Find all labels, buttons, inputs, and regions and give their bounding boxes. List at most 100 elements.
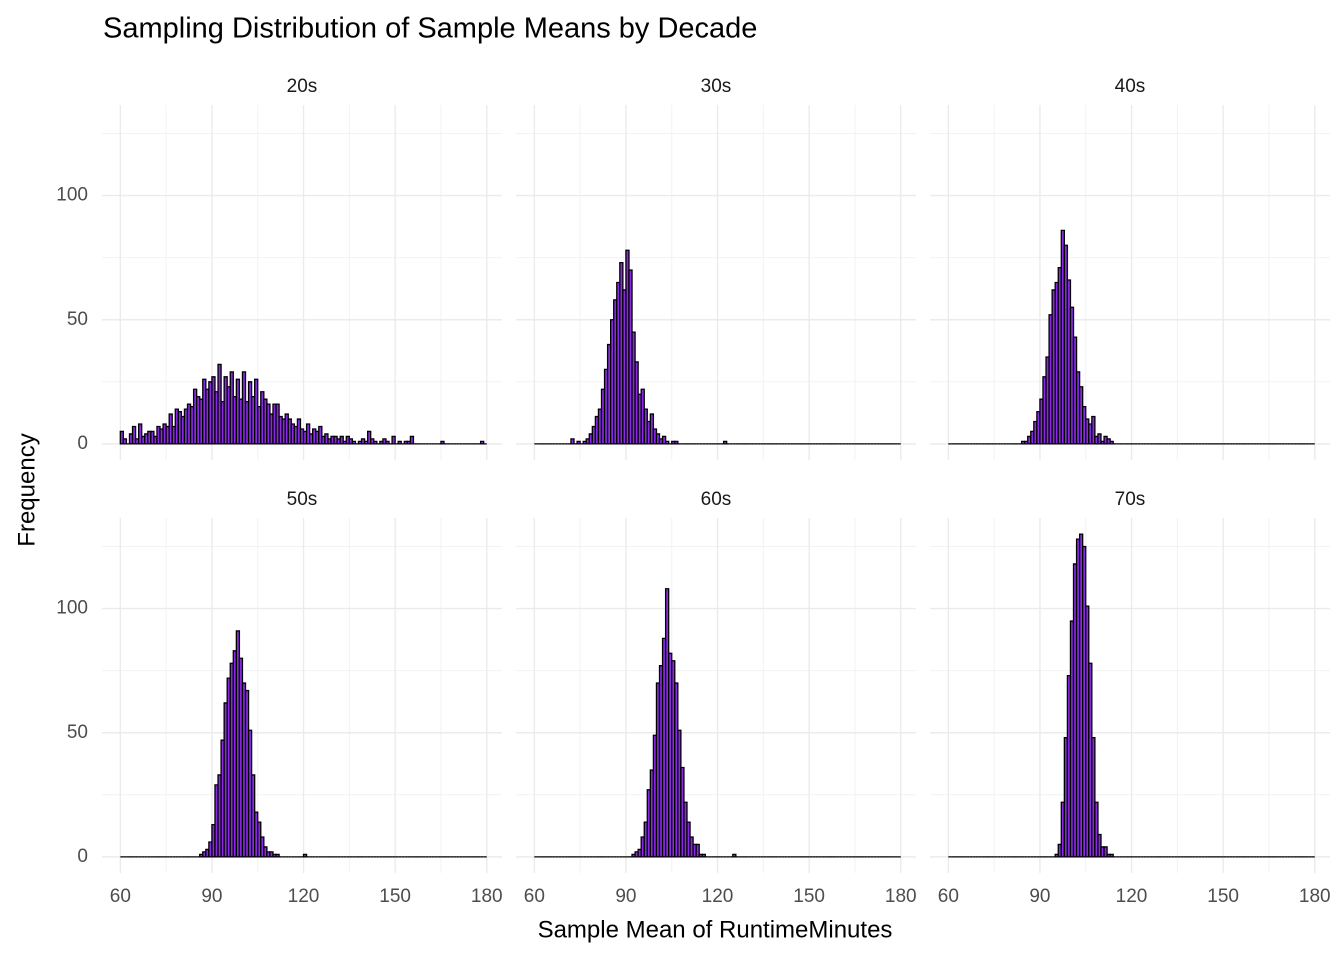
bar [137, 423, 143, 445]
x-tick-label: 150 [793, 886, 825, 907]
bar [643, 408, 648, 445]
facet-label: 70s [1115, 489, 1146, 510]
bar [348, 438, 354, 445]
x-tick-label: 90 [615, 886, 636, 907]
y-axis-title: Frequency [13, 433, 40, 546]
bar [174, 408, 179, 445]
bar [1097, 433, 1102, 445]
x-tick-label: 60 [110, 886, 131, 907]
bar [1082, 545, 1087, 858]
bar [186, 403, 192, 445]
bar [156, 425, 161, 445]
bar [1109, 853, 1114, 858]
x-tick-label: 90 [1029, 886, 1050, 907]
x-tick-label: 150 [1207, 886, 1239, 907]
facet-label: 50s [287, 489, 318, 510]
bar [1063, 244, 1069, 445]
bar [695, 843, 700, 858]
bar [631, 331, 636, 445]
bar [238, 657, 244, 858]
y-tick-label: 100 [56, 185, 88, 206]
bar [296, 418, 302, 445]
x-tick-label: 120 [288, 886, 320, 907]
bar [299, 428, 305, 445]
bar [318, 425, 323, 445]
bar [275, 853, 280, 858]
bar [211, 376, 216, 445]
bar [1106, 438, 1111, 445]
bar [1075, 371, 1081, 445]
bar [652, 428, 658, 445]
bar [661, 435, 667, 445]
bar [162, 423, 167, 445]
bar [360, 438, 366, 445]
bar [640, 388, 645, 445]
bar [1082, 405, 1087, 445]
bar [634, 361, 639, 445]
bar [409, 435, 415, 445]
bar [192, 388, 198, 445]
bar [366, 430, 372, 445]
x-tick-label: 180 [471, 886, 503, 907]
bar [275, 403, 280, 445]
x-tick-label: 150 [379, 886, 411, 907]
bar [1103, 435, 1108, 445]
bar [235, 378, 241, 445]
bar [683, 801, 688, 858]
bar [440, 440, 445, 445]
bar [229, 371, 234, 445]
bar [312, 428, 317, 445]
bar [570, 438, 575, 445]
bar [1091, 415, 1096, 445]
bar [177, 410, 183, 445]
bar [263, 398, 268, 445]
x-tick-label: 90 [201, 886, 222, 907]
bar [254, 378, 259, 445]
facet-label: 60s [701, 489, 732, 510]
facet-label: 20s [287, 76, 318, 97]
bar [732, 853, 737, 858]
bar [1060, 229, 1065, 445]
bar [247, 729, 253, 858]
bar [1072, 336, 1078, 445]
bar [202, 378, 207, 445]
bar [664, 440, 670, 445]
bar [382, 438, 387, 445]
bar [619, 261, 624, 445]
bar [1103, 846, 1108, 858]
bar [235, 630, 241, 858]
bar [680, 766, 685, 858]
bar [263, 846, 268, 858]
bar [223, 376, 228, 445]
bar [1094, 801, 1099, 858]
x-tick-label: 60 [524, 886, 545, 907]
bar [290, 423, 296, 445]
bar [196, 396, 201, 445]
bar [217, 363, 222, 445]
x-tick-label: 120 [702, 886, 734, 907]
bar [1085, 418, 1090, 445]
y-tick-label: 100 [56, 598, 88, 619]
bar [122, 438, 128, 445]
bar [1085, 605, 1090, 858]
chart-title: Sampling Distribution of Sample Means by… [103, 13, 757, 45]
facet-label: 40s [1115, 76, 1146, 97]
bar [257, 821, 262, 858]
bar [479, 440, 485, 445]
bar [260, 391, 265, 445]
facet-label: 30s [701, 76, 732, 97]
bar [1088, 662, 1093, 858]
bar [260, 836, 265, 858]
bar [269, 851, 274, 858]
bar [655, 433, 661, 445]
y-tick-label: 50 [67, 722, 88, 743]
x-axis-title: Sample Mean of RuntimeMinutes [538, 916, 893, 943]
bar [266, 403, 271, 445]
bar [1091, 737, 1096, 858]
bar [701, 853, 706, 858]
bar [324, 433, 329, 445]
x-tick-label: 180 [1299, 886, 1331, 907]
bar [1078, 533, 1084, 858]
y-tick-label: 0 [77, 433, 88, 454]
bar [351, 440, 357, 445]
